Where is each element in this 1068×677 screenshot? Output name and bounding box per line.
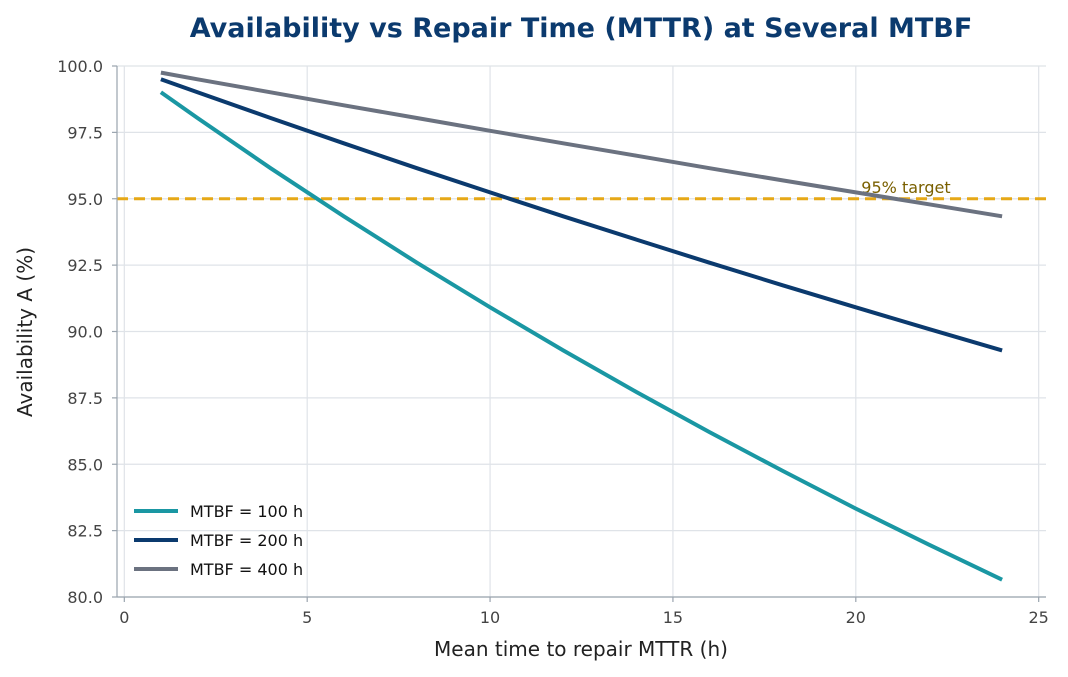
series-line-2 (160, 77, 1003, 353)
x-tick-label: 25 (1029, 608, 1049, 627)
x-tick-label: 20 (846, 608, 866, 627)
x-ticks: 0 5 10 15 20 25 (119, 597, 1049, 627)
y-tick-label: 95.0 (67, 190, 103, 209)
x-tick-label: 10 (480, 608, 500, 627)
target-annotation: 95% target (861, 178, 950, 197)
y-tick-label: 100.0 (57, 57, 103, 76)
y-tick-label: 80.0 (67, 588, 103, 607)
legend-label-2: MTBF = 200 h (190, 531, 303, 550)
legend-label-1: MTBF = 100 h (190, 502, 303, 521)
y-tick-label: 90.0 (67, 323, 103, 342)
series-line-1 (159, 90, 1003, 582)
x-axis-label: Mean time to repair MTTR (h) (434, 637, 728, 661)
y-axis-label: Availability A (%) (13, 247, 37, 417)
reference-line-group: 95% target (117, 178, 1046, 201)
y-tick-label: 85.0 (67, 455, 103, 474)
x-tick-label: 0 (119, 608, 129, 627)
series-lines (159, 70, 1003, 582)
x-tick-label: 5 (302, 608, 312, 627)
y-tick-label: 92.5 (67, 256, 103, 275)
y-tick-label: 97.5 (67, 123, 103, 142)
y-ticks: 80.0 82.5 85.0 87.5 90.0 92.5 95.0 97.5 100.0 (57, 57, 117, 607)
series-line-3 (160, 70, 1003, 219)
legend-label-3: MTBF = 400 h (190, 560, 303, 579)
y-tick-label: 87.5 (67, 389, 103, 408)
y-tick-label: 82.5 (67, 522, 103, 541)
legend: MTBF = 100 h MTBF = 200 h MTBF = 400 h (134, 502, 303, 579)
x-tick-label: 15 (663, 608, 683, 627)
chart-title: Availability vs Repair Time (MTTR) at Se… (190, 13, 973, 44)
